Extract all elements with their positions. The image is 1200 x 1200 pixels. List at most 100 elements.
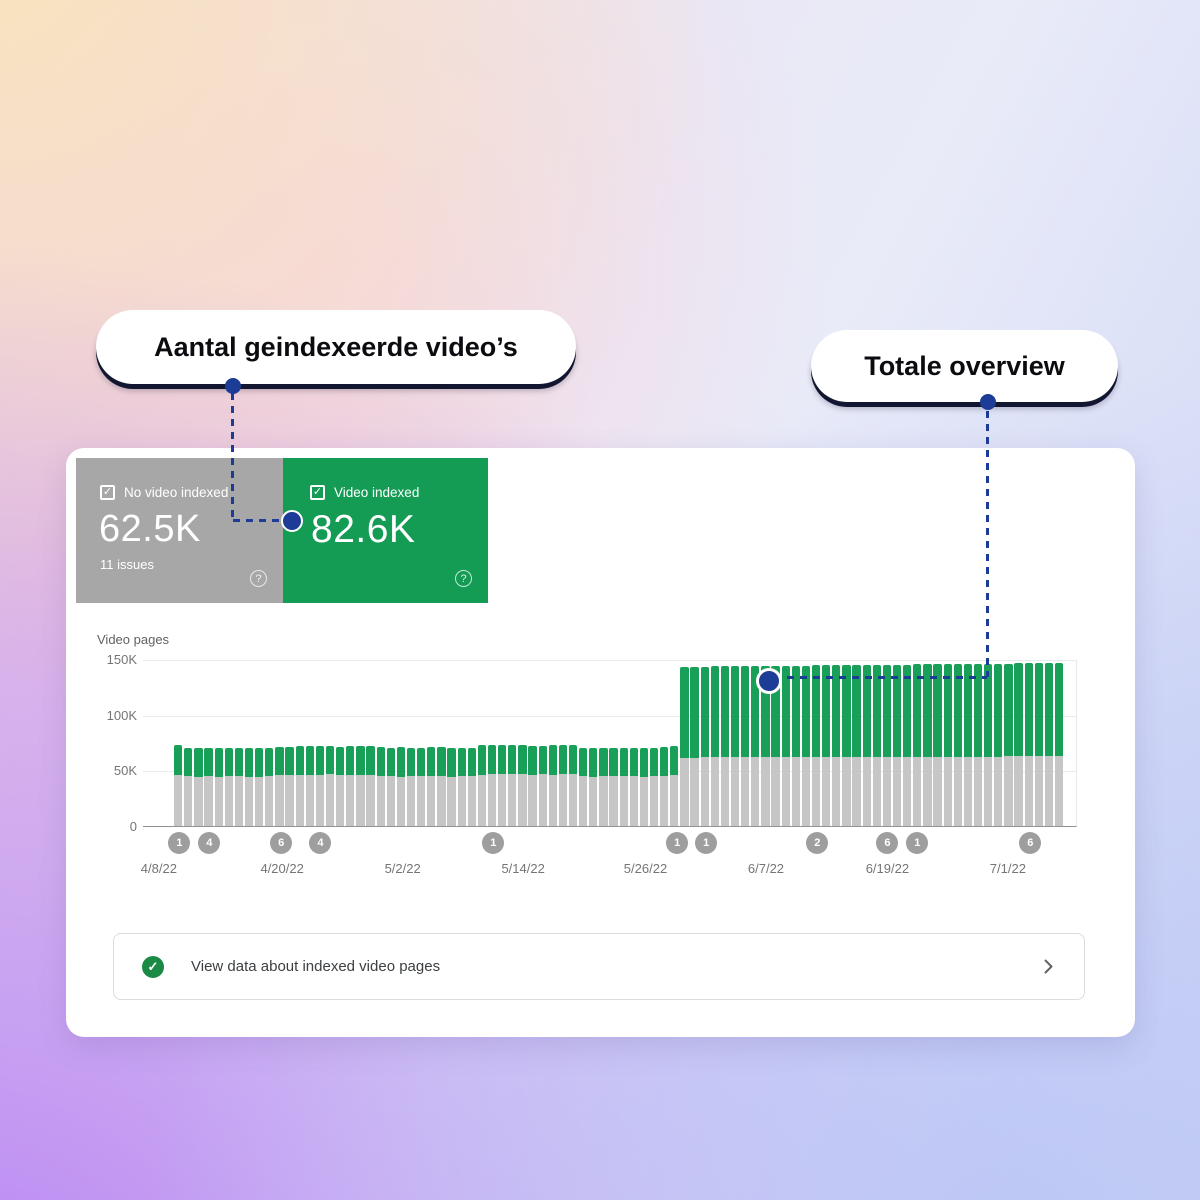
stacked-bar <box>609 748 618 826</box>
bar-segment-no-video-indexed <box>1004 756 1013 826</box>
bar-segment-video-indexed <box>305 746 314 775</box>
connector-line-vertical-1 <box>231 393 234 521</box>
bar-segment-no-video-indexed <box>325 774 335 826</box>
stacked-bar <box>973 663 983 826</box>
bar-segment-video-indexed <box>376 747 385 777</box>
stacked-bar <box>548 745 557 826</box>
bar-segment-no-video-indexed <box>447 776 456 826</box>
bar-segment-no-video-indexed <box>801 757 811 826</box>
bar-segment-no-video-indexed <box>285 774 294 826</box>
bar-segment-no-video-indexed <box>791 757 800 826</box>
bar-segment-no-video-indexed <box>913 756 922 826</box>
issue-count-marker[interactable]: 4 <box>198 832 221 854</box>
issue-count-marker[interactable]: 1 <box>482 832 505 854</box>
stacked-bar <box>670 745 679 826</box>
bar-segment-video-indexed <box>1004 663 1013 757</box>
bar-segment-no-video-indexed <box>700 757 709 826</box>
issue-count-marker[interactable]: 4 <box>309 832 332 854</box>
bar-segment-no-video-indexed <box>498 774 507 826</box>
bar-segment-video-indexed <box>538 745 547 775</box>
stacked-bar <box>1054 663 1064 826</box>
bar-segment-no-video-indexed <box>761 757 770 826</box>
bar-segment-no-video-indexed <box>457 776 466 826</box>
video-value: 82.6K <box>311 508 416 551</box>
bar-segment-video-indexed <box>842 665 851 757</box>
bar-segment-video-indexed <box>558 745 568 775</box>
checkbox-checked-icon[interactable]: ✓ <box>310 485 325 500</box>
bar-segment-no-video-indexed <box>872 756 881 826</box>
stacked-bar <box>730 666 740 826</box>
stacked-bar <box>680 666 689 826</box>
bar-segment-video-indexed <box>457 747 466 777</box>
bar-segment-video-indexed <box>943 664 952 757</box>
bar-segment-video-indexed <box>751 666 760 758</box>
bar-segment-video-indexed <box>822 665 831 757</box>
bar-segment-video-indexed <box>913 664 922 757</box>
view-data-row[interactable]: ✓ View data about indexed video pages <box>113 933 1085 1000</box>
bar-segment-video-indexed <box>609 748 618 777</box>
stacked-bar <box>923 664 932 826</box>
bar-segment-video-indexed <box>599 748 608 777</box>
bar-segment-no-video-indexed <box>720 757 730 826</box>
checkbox-checked-icon[interactable]: ✓ <box>100 485 115 500</box>
stacked-bar <box>1034 663 1043 826</box>
issue-count-marker[interactable]: 6 <box>270 832 293 854</box>
issue-count-marker[interactable]: 6 <box>876 832 899 854</box>
stacked-bar <box>963 663 973 826</box>
stacked-bar <box>710 666 719 826</box>
bar-segment-video-indexed <box>518 744 527 775</box>
no-video-label-row[interactable]: ✓ No video indexed <box>100 485 228 500</box>
issue-count-marker[interactable]: 1 <box>695 832 718 854</box>
y-axis-tick-label: 0 <box>129 819 137 834</box>
bar-segment-no-video-indexed <box>406 776 416 826</box>
summary-card-video-indexed[interactable]: ✓ Video indexed 82.6K ? <box>283 458 488 603</box>
stacked-bar <box>700 666 709 826</box>
bar-segment-no-video-indexed <box>589 776 598 826</box>
bar-segment-video-indexed <box>741 666 750 758</box>
help-icon[interactable]: ? <box>455 570 472 587</box>
stacked-bar <box>487 745 497 826</box>
bar-segment-video-indexed <box>619 748 628 777</box>
summary-card-no-video-indexed[interactable]: ✓ No video indexed 62.5K 11 issues ? <box>76 458 283 603</box>
issue-count-marker[interactable]: 1 <box>666 832 689 854</box>
bar-segment-video-indexed <box>923 664 932 757</box>
bar-segment-no-video-indexed <box>639 776 649 826</box>
bar-segment-video-indexed <box>275 746 284 776</box>
bar-segment-no-video-indexed <box>680 757 689 826</box>
bar-segment-no-video-indexed <box>437 776 446 826</box>
bar-segment-video-indexed <box>487 745 497 775</box>
stacked-bar <box>852 665 861 826</box>
issue-count-marker[interactable]: 2 <box>806 832 829 854</box>
help-icon[interactable]: ? <box>250 570 267 587</box>
bar-segment-video-indexed <box>315 745 325 775</box>
bar-segment-no-video-indexed <box>649 776 659 826</box>
bar-segment-video-indexed <box>265 748 274 777</box>
view-data-label: View data about indexed video pages <box>191 958 441 975</box>
issue-count-marker[interactable]: 1 <box>906 832 929 854</box>
video-label-row[interactable]: ✓ Video indexed <box>310 485 419 500</box>
stacked-bar <box>1004 663 1013 826</box>
stacked-bar <box>184 748 193 826</box>
chevron-right-icon[interactable] <box>1043 958 1054 975</box>
bar-segment-video-indexed <box>720 666 730 758</box>
connector-dot-chart <box>756 668 782 694</box>
x-axis-tick-label: 5/14/22 <box>501 861 545 876</box>
callout-total-overview: Totale overview <box>811 330 1118 402</box>
bar-segment-no-video-indexed <box>1014 756 1023 826</box>
bar-segment-no-video-indexed <box>305 774 314 826</box>
bar-segment-video-indexed <box>781 665 790 758</box>
bar-segment-video-indexed <box>579 748 588 777</box>
stacked-bar <box>953 663 962 826</box>
x-axis-tick-label: 6/19/22 <box>865 861 910 876</box>
bar-segment-video-indexed <box>690 666 699 758</box>
stacked-bar <box>214 748 223 826</box>
bar-segment-video-indexed <box>933 664 942 757</box>
bar-segment-no-video-indexed <box>811 756 821 826</box>
issue-count-marker[interactable]: 6 <box>1019 832 1042 854</box>
stacked-bar <box>275 746 284 826</box>
bar-segment-video-indexed <box>295 746 304 775</box>
stacked-bar <box>356 746 365 826</box>
connector-line-horizontal-2 <box>787 676 987 679</box>
stacked-bar <box>336 746 345 826</box>
issue-count-marker[interactable]: 1 <box>168 832 191 854</box>
